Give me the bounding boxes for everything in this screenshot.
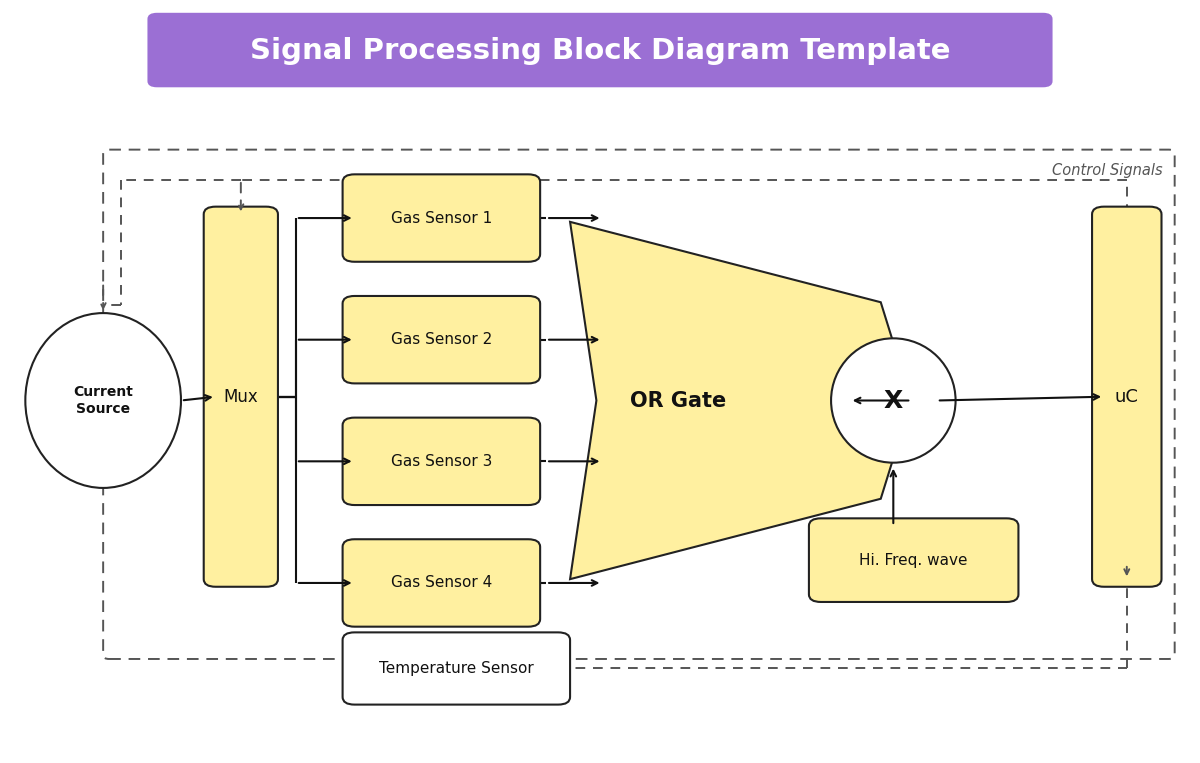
Text: uC: uC xyxy=(1115,388,1139,406)
Text: X: X xyxy=(883,388,902,413)
Ellipse shape xyxy=(25,313,181,488)
Text: Mux: Mux xyxy=(223,388,258,406)
Polygon shape xyxy=(570,222,911,579)
Text: Control Signals: Control Signals xyxy=(1052,163,1163,178)
FancyBboxPatch shape xyxy=(1092,207,1162,587)
Text: Gas Sensor 3: Gas Sensor 3 xyxy=(391,454,492,468)
FancyBboxPatch shape xyxy=(342,539,540,626)
Text: Signal Processing Block Diagram Template: Signal Processing Block Diagram Template xyxy=(250,37,950,65)
Text: OR Gate: OR Gate xyxy=(630,391,726,410)
FancyBboxPatch shape xyxy=(809,518,1019,602)
Text: Gas Sensor 2: Gas Sensor 2 xyxy=(391,332,492,347)
Text: Current
Source: Current Source xyxy=(73,385,133,416)
Text: Temperature Sensor: Temperature Sensor xyxy=(379,661,534,676)
Ellipse shape xyxy=(832,338,955,462)
Text: Gas Sensor 4: Gas Sensor 4 xyxy=(391,575,492,591)
FancyBboxPatch shape xyxy=(342,633,570,704)
FancyBboxPatch shape xyxy=(342,296,540,383)
FancyBboxPatch shape xyxy=(342,174,540,262)
FancyBboxPatch shape xyxy=(148,13,1052,87)
FancyBboxPatch shape xyxy=(204,207,278,587)
Text: Gas Sensor 1: Gas Sensor 1 xyxy=(391,211,492,226)
FancyBboxPatch shape xyxy=(342,417,540,505)
Text: Hi. Freq. wave: Hi. Freq. wave xyxy=(859,552,968,568)
